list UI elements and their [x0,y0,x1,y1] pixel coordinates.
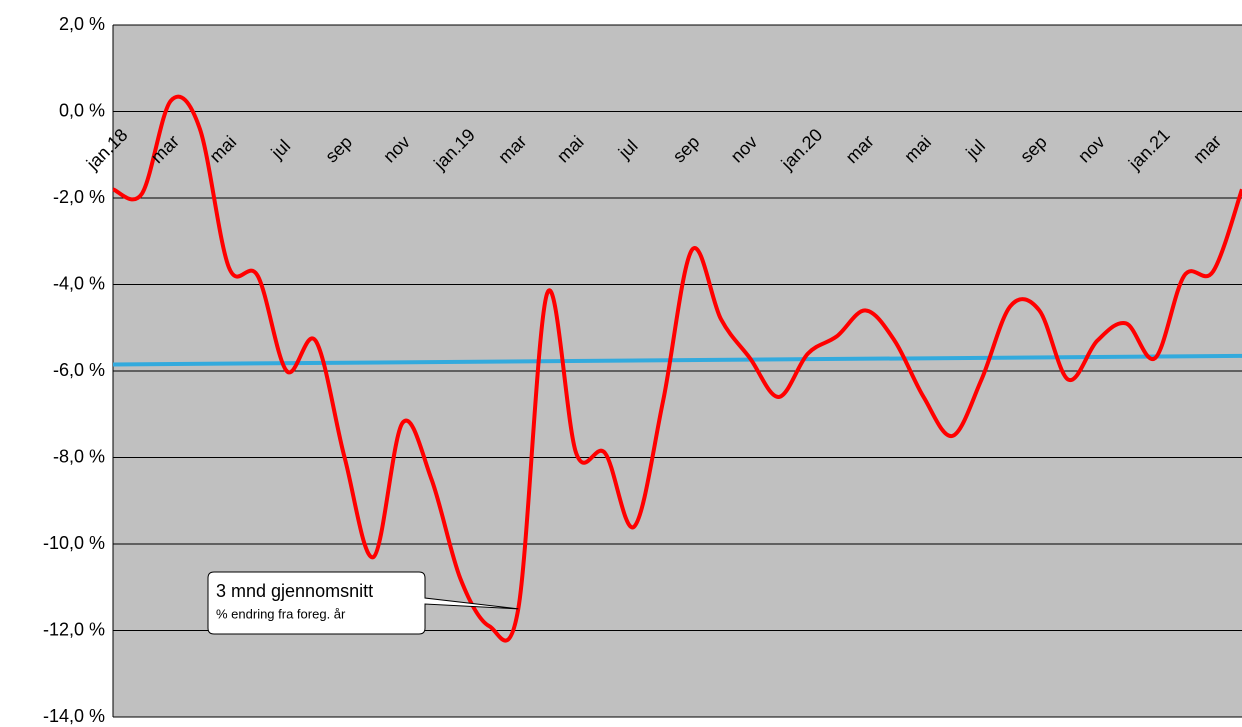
y-tick-label: -14,0 % [43,706,105,726]
y-tick-label: -12,0 % [43,619,105,639]
annotation-subtitle: % endring fra foreg. år [216,606,346,621]
trend-line [112,353,1242,367]
y-tick-label: 0,0 % [59,100,105,120]
annotation-title: 3 mnd gjennomsnitt [216,581,373,601]
y-tick-label: -2,0 % [53,187,105,207]
y-tick-label: -8,0 % [53,446,105,466]
y-tick-label: -10,0 % [43,533,105,553]
y-tick-label: 2,0 % [59,14,105,34]
y-tick-label: -6,0 % [53,360,105,380]
data-line [112,94,1242,643]
callout [207,571,519,635]
y-tick-label: -4,0 % [53,273,105,293]
